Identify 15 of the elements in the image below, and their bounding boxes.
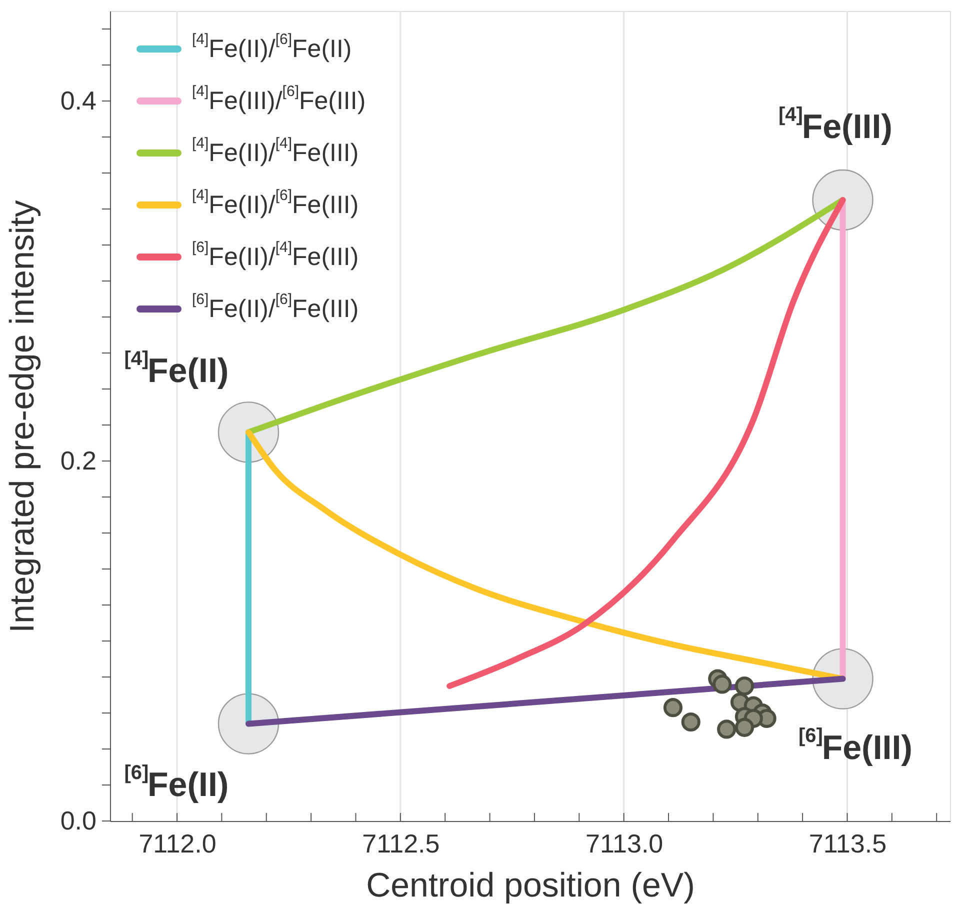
x-tick-label: 7112.5 xyxy=(362,828,440,858)
point xyxy=(734,718,754,737)
point xyxy=(681,712,700,732)
x-tick-label: 7112.0 xyxy=(138,828,216,858)
y-tick-label: 0.2 xyxy=(60,446,96,476)
point xyxy=(663,698,683,718)
x-tick-label: 7113.5 xyxy=(808,828,887,858)
y-tick-label: 0.0 xyxy=(60,806,96,836)
x-axis-title: Centroid position (eV) xyxy=(366,866,695,904)
y-tick-label: 0.4 xyxy=(60,86,96,116)
x-tick-label: 7113.0 xyxy=(586,828,664,858)
point xyxy=(734,676,754,696)
y-axis-title: Integrated pre-edge intensity xyxy=(3,200,42,633)
point xyxy=(717,720,736,739)
point xyxy=(712,674,732,694)
